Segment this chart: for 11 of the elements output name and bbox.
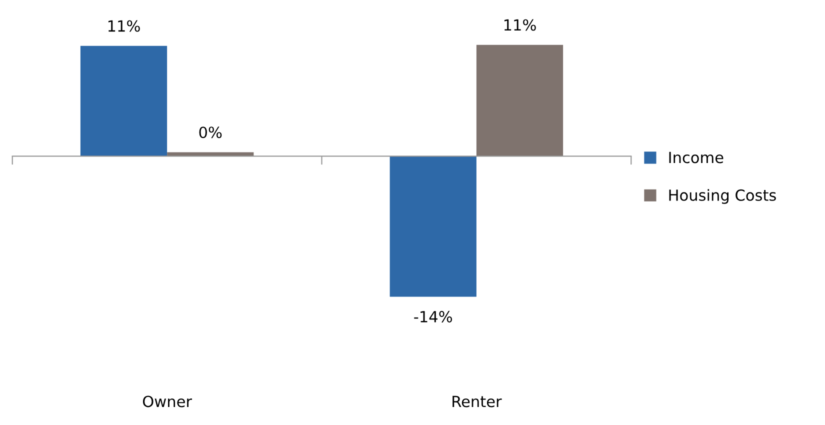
bar [476, 44, 564, 156]
bar [80, 46, 168, 156]
data-label: 11% [108, 20, 140, 32]
legend-label: Housing Costs [669, 189, 776, 204]
x-tick-label: Renter [452, 396, 502, 408]
bar [390, 156, 476, 297]
data-label: 0% [199, 126, 222, 138]
data-label: 11% [504, 19, 536, 31]
data-label: -14% [414, 310, 452, 322]
legend-label: Income [669, 152, 724, 164]
x-tick-label: Owner [142, 396, 192, 408]
